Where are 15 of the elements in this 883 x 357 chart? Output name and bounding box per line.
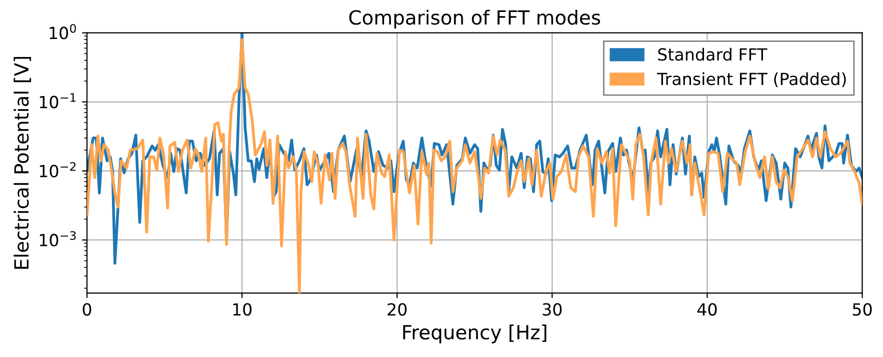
y-axis-title: Electrical Potential [V] [14,56,32,269]
x-axis-title: Frequency [Hz] [403,324,546,344]
x-tick-label: 10 [233,303,252,316]
x-tick-label: 20 [388,303,407,316]
x-tick-label: 50 [852,303,872,316]
x-tick-label: 40 [697,303,717,316]
legend-label: Standard FFT [658,48,768,61]
y-tick-label: 10$^{−2}$ [40,162,76,178]
chart-title: Comparison of FFT modes [349,10,600,29]
legend-label: Transient FFT (Padded) [657,72,846,88]
y-tick-label: 10$^{−1}$ [40,93,76,108]
x-tick-label: 30 [542,303,562,316]
y-tick-label: 10$^{0}$ [50,24,76,40]
x-tick-label: 0 [82,303,92,316]
y-tick-label: 10$^{−3}$ [40,231,76,246]
